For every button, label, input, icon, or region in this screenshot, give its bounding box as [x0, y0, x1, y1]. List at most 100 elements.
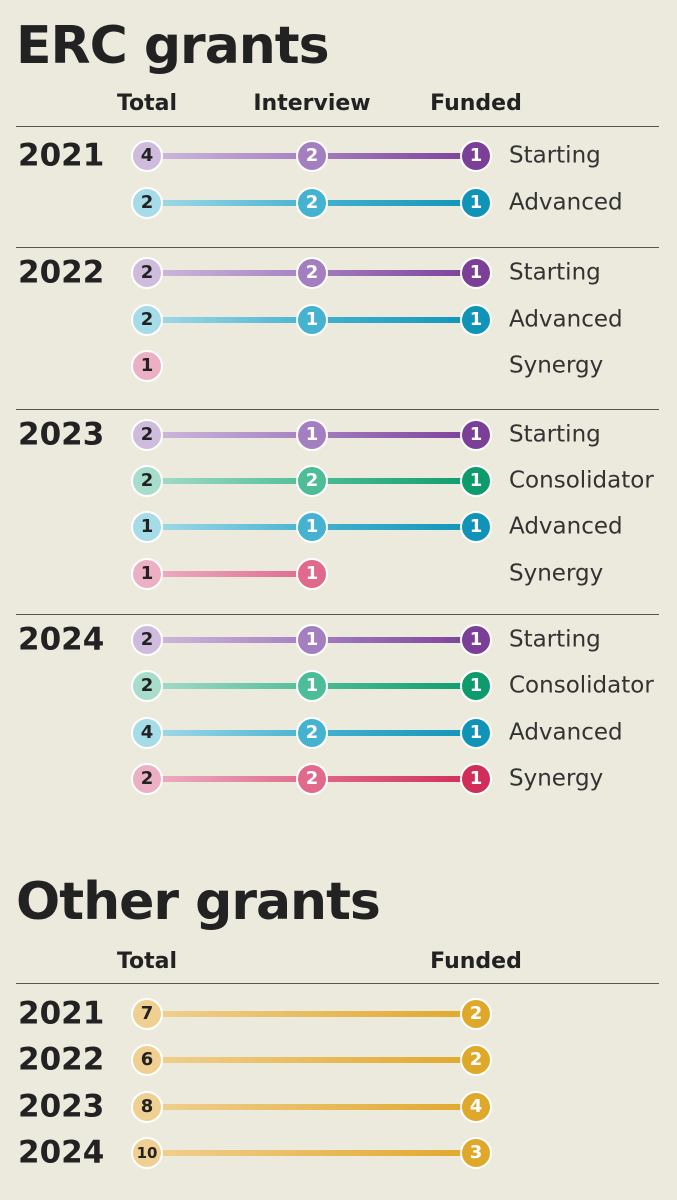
erc-row-2021-starting: 4 2 1 Starting: [0, 138, 677, 174]
connector-line: [147, 432, 312, 438]
total-count-badge: 2: [131, 419, 163, 451]
connector-line: [312, 317, 476, 323]
total-count-badge: 2: [131, 465, 163, 497]
interview-count-badge: 1: [296, 304, 328, 336]
erc-header-total: Total: [116, 91, 178, 116]
erc-title: ERC grants: [16, 16, 330, 76]
interview-count-badge: 1: [296, 511, 328, 543]
connector-line: [147, 153, 312, 159]
erc-divider: [16, 247, 659, 248]
funded-count-badge: 1: [460, 419, 492, 451]
erc-row-2022-advanced: 2 1 1 Advanced: [0, 302, 677, 338]
other-row-2024: 10 3: [0, 1135, 677, 1171]
erc-divider: [16, 614, 659, 615]
other-header-funded: Funded: [430, 949, 522, 974]
erc-row-2024-starting: 2 1 1 Starting: [0, 622, 677, 658]
total-count-badge: 1: [131, 558, 163, 590]
other-year-2023: 2023: [18, 1088, 105, 1125]
erc-row-2021-advanced: 2 2 1 Advanced: [0, 185, 677, 221]
funded-count-badge: 1: [460, 717, 492, 749]
other-year-2022: 2022: [18, 1041, 105, 1078]
interview-count-badge: 1: [296, 624, 328, 656]
erc-row-2023-advanced: 1 1 1 Advanced: [0, 509, 677, 545]
interview-count-badge: 1: [296, 419, 328, 451]
connector-line: [312, 200, 476, 206]
connector-line: [312, 776, 476, 782]
erc-divider: [16, 409, 659, 410]
interview-count-badge: 2: [296, 140, 328, 172]
interview-count-badge: 2: [296, 257, 328, 289]
erc-row-2023-synergy: 1 1 Synergy: [0, 556, 677, 592]
total-count-badge: 2: [131, 763, 163, 795]
funded-count-badge: 1: [460, 465, 492, 497]
total-count-badge: 8: [131, 1091, 163, 1123]
connector-line: [147, 776, 312, 782]
erc-row-2024-advanced: 4 2 1 Advanced: [0, 715, 677, 751]
erc-row-2024-synergy: 2 2 1 Synergy: [0, 761, 677, 797]
erc-header-funded: Funded: [430, 91, 522, 116]
grant-type-label: Starting: [509, 142, 601, 169]
erc-row-2022-synergy: 1 Synergy: [0, 348, 677, 384]
erc-year-2022: 2022: [18, 254, 105, 291]
funded-count-badge: 2: [460, 1044, 492, 1076]
other-title: Other grants: [16, 872, 381, 932]
connector-line: [147, 1104, 476, 1110]
funded-count-badge: 1: [460, 187, 492, 219]
connector-line: [147, 270, 312, 276]
grant-type-label: Consolidator: [509, 467, 654, 494]
erc-row-2022-starting: 2 2 1 Starting: [0, 255, 677, 291]
connector-line: [147, 1011, 476, 1017]
total-count-badge: 1: [131, 350, 163, 382]
total-count-badge: 4: [131, 717, 163, 749]
grant-type-label: Synergy: [509, 765, 604, 792]
total-count-badge: 1: [131, 511, 163, 543]
grant-type-label: Consolidator: [509, 672, 654, 699]
grant-type-label: Synergy: [509, 560, 604, 587]
funded-count-badge: 1: [460, 257, 492, 289]
total-count-badge: 7: [131, 998, 163, 1030]
erc-year-2024: 2024: [18, 621, 105, 658]
grant-type-label: Starting: [509, 259, 601, 286]
connector-line: [147, 637, 312, 643]
interview-count-badge: 2: [296, 763, 328, 795]
funded-count-badge: 1: [460, 511, 492, 543]
other-divider: [16, 983, 659, 984]
connector-line: [147, 1150, 476, 1156]
other-year-2024: 2024: [18, 1134, 105, 1171]
grant-type-label: Synergy: [509, 352, 604, 379]
total-count-badge: 4: [131, 140, 163, 172]
connector-line: [312, 730, 476, 736]
total-count-badge: 2: [131, 304, 163, 336]
erc-row-2024-consolidator: 2 1 1 Consolidator: [0, 668, 677, 704]
grant-type-label: Starting: [509, 421, 601, 448]
connector-line: [312, 153, 476, 159]
funded-count-badge: 1: [460, 763, 492, 795]
interview-count-badge: 2: [296, 187, 328, 219]
grant-type-label: Advanced: [509, 719, 623, 746]
funded-count-badge: 1: [460, 140, 492, 172]
total-count-badge: 2: [131, 670, 163, 702]
connector-line: [147, 478, 312, 484]
connector-line: [147, 317, 312, 323]
funded-count-badge: 4: [460, 1091, 492, 1123]
funded-count-badge: 2: [460, 998, 492, 1030]
total-count-badge: 2: [131, 187, 163, 219]
funded-count-badge: 1: [460, 624, 492, 656]
connector-line: [147, 1057, 476, 1063]
interview-count-badge: 2: [296, 717, 328, 749]
total-count-badge: 2: [131, 257, 163, 289]
total-count-badge: 10: [131, 1137, 163, 1169]
connector-line: [312, 683, 476, 689]
connector-line: [312, 432, 476, 438]
connector-line: [147, 730, 312, 736]
grant-type-label: Advanced: [509, 306, 623, 333]
connector-line: [147, 200, 312, 206]
connector-line: [312, 637, 476, 643]
funded-count-badge: 1: [460, 304, 492, 336]
erc-header-interview: Interview: [253, 91, 371, 116]
grant-type-label: Advanced: [509, 513, 623, 540]
erc-row-2023-starting: 2 1 1 Starting: [0, 417, 677, 453]
